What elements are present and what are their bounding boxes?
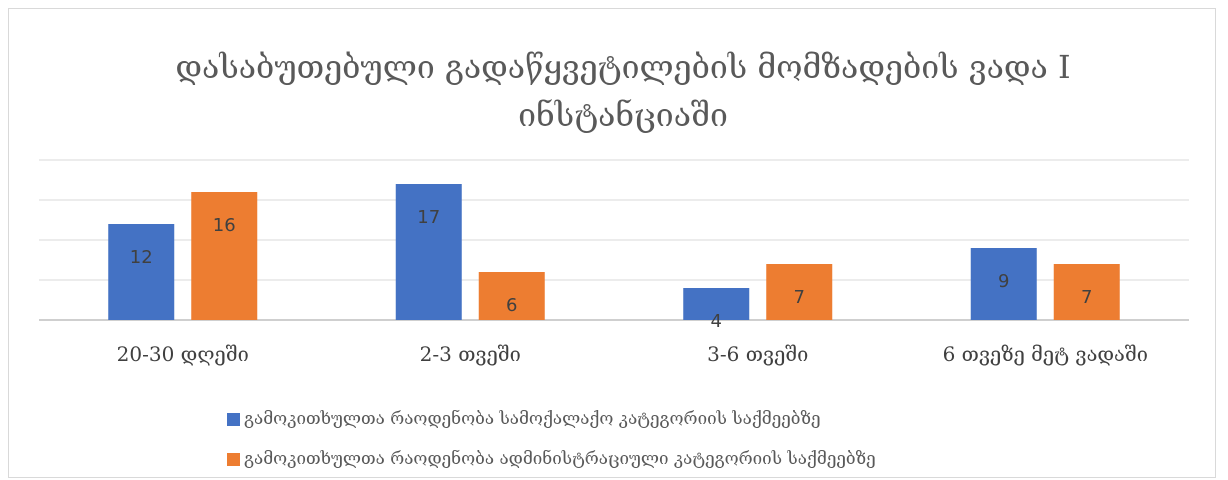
chart-title: დასაბუთებული გადაწყვეტილების მომზადების … xyxy=(175,48,1071,134)
bar-series1-0 xyxy=(191,192,258,320)
data-label-series1-1: 6 xyxy=(506,295,517,316)
data-label-series0-3: 9 xyxy=(998,271,1009,292)
data-label-series0-0: 12 xyxy=(130,247,153,268)
data-label-series1-2: 7 xyxy=(794,287,805,308)
bar-series0-3 xyxy=(970,248,1037,320)
chart-frame: დასაბუთებული გადაწყვეტილების მომზადების … xyxy=(8,8,1216,478)
x-tick-label-3: 6 თვეზე მეტ ვადაში xyxy=(943,342,1148,366)
bar-series1-2 xyxy=(766,264,833,320)
bar-series0-1 xyxy=(395,184,462,320)
bar-series0-0 xyxy=(108,224,175,320)
legend-label-administrative: გამოკითხულთა რაოდენობა ადმინისტრაციული კ… xyxy=(244,449,876,469)
data-label-series0-2: 4 xyxy=(711,311,722,332)
x-tick-label-2: 3-6 თვეში xyxy=(707,342,808,366)
legend-swatch-civil xyxy=(227,412,240,426)
data-label-series1-0: 16 xyxy=(213,215,236,236)
data-label-series0-1: 17 xyxy=(417,207,440,228)
data-label-series1-3: 7 xyxy=(1081,287,1092,308)
bar-series1-3 xyxy=(1053,264,1120,320)
legend-swatch-administrative xyxy=(227,452,240,466)
legend-item-administrative: გამოკითხულთა რაოდენობა ადმინისტრაციული კ… xyxy=(227,439,876,479)
legend-item-civil: გამოკითხულთა რაოდენობა სამოქალაქო კატეგო… xyxy=(227,399,876,439)
x-tick-label-1: 2-3 თვეში xyxy=(420,342,521,366)
legend-label-civil: გამოკითხულთა რაოდენობა სამოქალაქო კატეგო… xyxy=(244,409,821,429)
bar-series0-2 xyxy=(683,288,750,320)
x-tick-label-0: 20-30 დღეში xyxy=(117,342,249,366)
bar-chart-plot: 12 16 20-30 დღეში 17 6 2-3 თვეში 4 7 3-6 თვეში 9 7… xyxy=(39,159,1189,366)
bar-series1-1 xyxy=(478,272,545,320)
legend: გამოკითხულთა რაოდენობა სამოქალაქო კატეგო… xyxy=(227,399,876,479)
